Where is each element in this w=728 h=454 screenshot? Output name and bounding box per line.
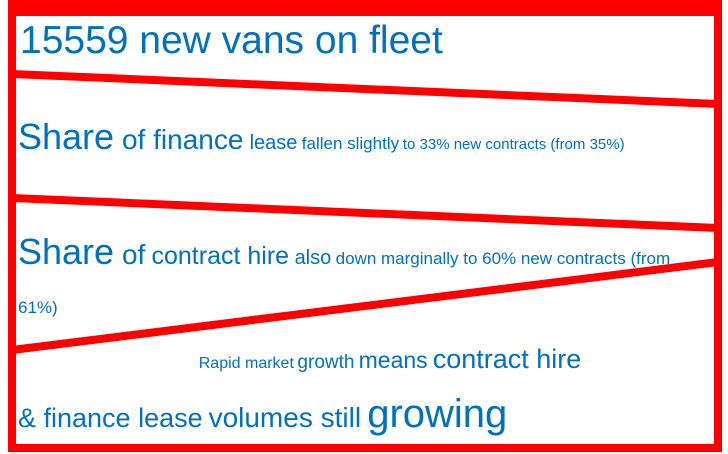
text: growth xyxy=(297,352,355,373)
text: contract hire xyxy=(432,344,582,374)
text: & finance lease xyxy=(18,403,203,433)
text: volumes still xyxy=(208,402,362,433)
panel: Share of contract hire also down marginally … xyxy=(18,228,708,333)
text: of finance xyxy=(121,124,244,155)
text: down marginally to 60% new contracts (fr… xyxy=(18,249,671,317)
text: 15559 new vans on fleet xyxy=(20,19,443,62)
text: of xyxy=(121,239,146,270)
text: contract hire xyxy=(151,242,290,270)
text: to 33% new contracts (from 35%) xyxy=(402,136,625,153)
text: lease xyxy=(249,132,298,154)
divider xyxy=(11,258,719,354)
panel: 15559 new vans on fleet xyxy=(20,18,710,65)
panel: Share of finance lease fallen slightly to 33… xyxy=(18,114,698,168)
line: Rapid market growth means contract hire xyxy=(18,334,708,389)
divider xyxy=(11,194,719,232)
text: Rapid market xyxy=(198,355,294,372)
text: fallen slightly xyxy=(301,134,400,153)
line: & finance lease volumes still growing xyxy=(18,389,708,448)
divider xyxy=(11,70,719,108)
border-top xyxy=(8,0,722,14)
text: Share xyxy=(18,116,115,157)
text: also xyxy=(294,247,332,269)
text: means xyxy=(358,347,428,373)
text: growing xyxy=(367,392,508,436)
panel: Rapid market growth means contract hire & f… xyxy=(18,334,708,448)
text: Share xyxy=(18,231,115,272)
